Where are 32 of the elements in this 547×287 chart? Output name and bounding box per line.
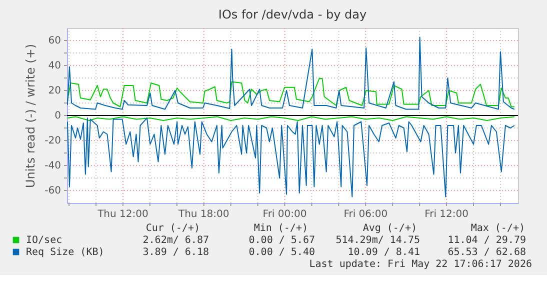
legend-label: IO/sec	[26, 235, 62, 246]
text: Last update: Fri May 22 17:06:17 2026	[309, 259, 532, 270]
text: Min (-/+)	[254, 223, 308, 234]
x-tick-label: Fri 00:00	[262, 209, 307, 220]
y-axis-title: Units read (-) / write (+)	[24, 44, 38, 188]
chart-title: IOs for /dev/vda - by day	[218, 8, 367, 22]
text: 3.89 / 6.18	[142, 247, 209, 258]
x-tick-label: Fri 06:00	[344, 209, 388, 220]
y-tick-label: 60	[48, 36, 61, 46]
text: 0.00 / 5.40	[248, 247, 315, 258]
text: 514.29m/ 14.75	[336, 235, 420, 246]
text: Cur (-/+)	[146, 223, 200, 234]
y-tick-label: -20	[44, 136, 61, 146]
text: 11.04 / 29.79	[448, 235, 526, 246]
x-tick-label: Thu 18:00	[177, 209, 230, 220]
y-tick-label: -40	[44, 160, 61, 172]
y-tick-label: 40	[48, 60, 61, 72]
text: Max (-/+)	[470, 223, 525, 234]
x-tick-label: Thu 12:00	[96, 209, 148, 220]
line-series	[67, 36, 515, 110]
text: Avg (-/+)	[362, 223, 417, 234]
text: 10.09 / 8.41	[348, 247, 420, 258]
line-series	[67, 78, 515, 108]
line-series	[67, 118, 515, 198]
y-tick-label: 20	[48, 86, 61, 96]
x-tick-label: Fri 12:00	[424, 209, 468, 220]
text: 0.00 / 5.67	[248, 235, 315, 246]
legend-label: Req Size (KB)	[26, 247, 104, 258]
y-tick-label: -60	[44, 186, 61, 196]
y-tick-label: 0	[54, 110, 61, 122]
text: 65.53 / 62.68	[448, 247, 526, 258]
text: 2.62m/ 6.87	[142, 235, 209, 246]
